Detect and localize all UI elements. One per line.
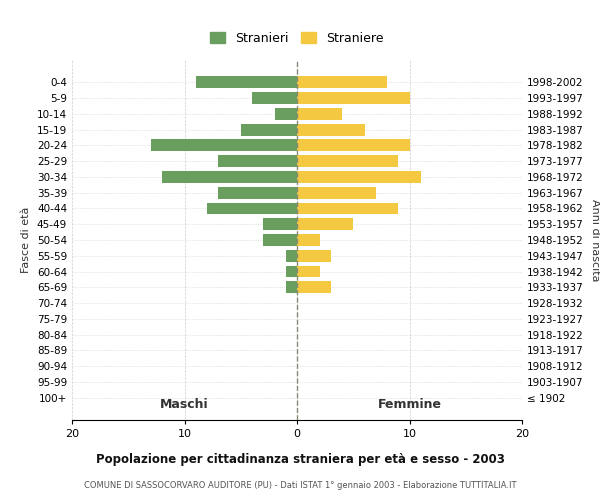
Bar xyxy=(263,234,297,246)
Bar xyxy=(297,76,387,88)
Text: Femmine: Femmine xyxy=(377,398,442,410)
Bar xyxy=(218,187,297,198)
Bar xyxy=(297,282,331,293)
Bar xyxy=(297,250,331,262)
Bar xyxy=(162,171,297,183)
Text: Maschi: Maschi xyxy=(160,398,209,410)
Bar xyxy=(286,266,297,278)
Legend: Stranieri, Straniere: Stranieri, Straniere xyxy=(205,26,389,50)
Bar xyxy=(297,155,398,167)
Bar xyxy=(275,108,297,120)
Bar xyxy=(297,108,342,120)
Bar xyxy=(297,187,376,198)
Bar xyxy=(263,218,297,230)
Bar xyxy=(196,76,297,88)
Bar xyxy=(151,140,297,151)
Bar xyxy=(252,92,297,104)
Y-axis label: Fasce di età: Fasce di età xyxy=(22,207,31,273)
Bar xyxy=(207,202,297,214)
Bar xyxy=(286,250,297,262)
Bar xyxy=(297,234,320,246)
Bar xyxy=(297,140,409,151)
Text: COMUNE DI SASSOCORVARO AUDITORE (PU) - Dati ISTAT 1° gennaio 2003 - Elaborazione: COMUNE DI SASSOCORVARO AUDITORE (PU) - D… xyxy=(84,481,516,490)
Bar xyxy=(297,218,353,230)
Text: Popolazione per cittadinanza straniera per età e sesso - 2003: Popolazione per cittadinanza straniera p… xyxy=(95,452,505,466)
Bar xyxy=(297,202,398,214)
Bar xyxy=(218,155,297,167)
Bar xyxy=(297,171,421,183)
Bar xyxy=(286,282,297,293)
Y-axis label: Anni di nascita: Anni di nascita xyxy=(590,198,600,281)
Bar xyxy=(297,266,320,278)
Bar xyxy=(241,124,297,136)
Bar xyxy=(297,92,409,104)
Bar xyxy=(297,124,365,136)
